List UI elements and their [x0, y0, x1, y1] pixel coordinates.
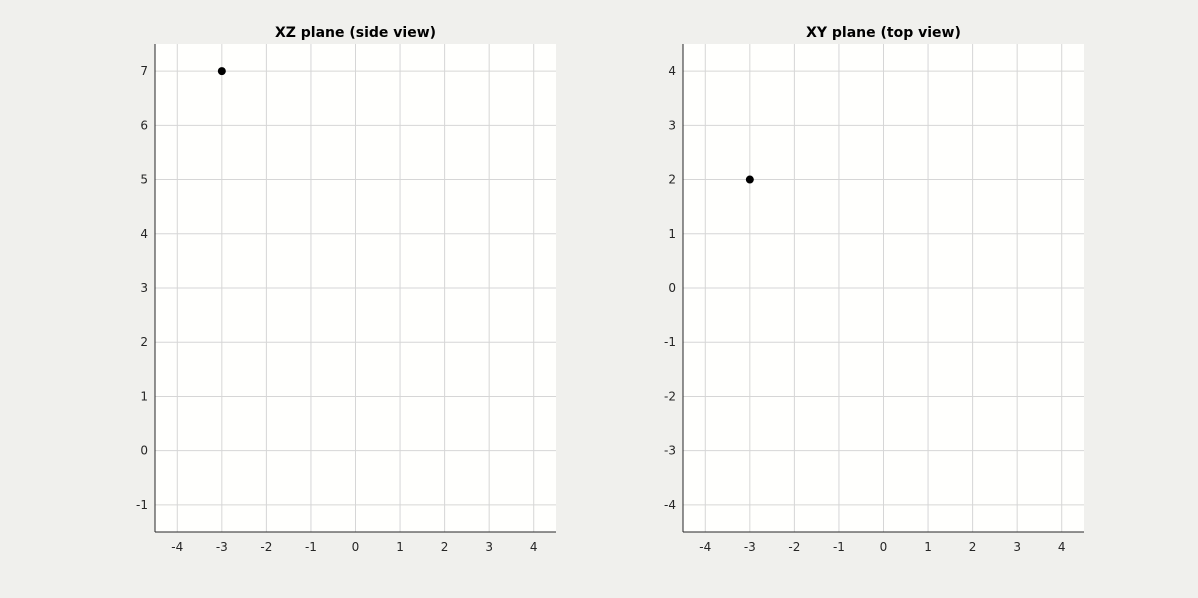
- y-tick-label-xz: 2: [140, 335, 148, 349]
- data-point-xz: [217, 67, 226, 76]
- y-tick-label-xz: 6: [140, 118, 148, 132]
- y-tick-label-xy: -2: [664, 389, 676, 403]
- data-points-xz: [217, 67, 226, 76]
- x-tick-labels-xy: -4 -3 -2 -1 0 1 2 3 4: [699, 540, 1065, 554]
- x-tick-label-xy: -4: [699, 540, 711, 554]
- x-tick-label-xz: -3: [216, 540, 228, 554]
- y-tick-label-xy: -1: [664, 335, 676, 349]
- xy-plane-chart: XY plane (top view) -4 -3 -2 -1 0 1 2 3 4 -4 -3 -2…: [664, 25, 1084, 554]
- x-tick-label-xy: 0: [880, 540, 888, 554]
- y-tick-label-xz: 5: [140, 173, 148, 187]
- x-tick-label-xz: 3: [485, 540, 493, 554]
- x-tick-label-xz: 0: [352, 540, 360, 554]
- x-tick-labels-xz: -4 -3 -2 -1 0 1 2 3 4: [171, 540, 537, 554]
- data-points-xy: [745, 175, 754, 184]
- x-tick-label-xy: 4: [1058, 540, 1066, 554]
- y-tick-labels-xz: -1 0 1 2 3 4 5 6 7: [136, 64, 148, 512]
- x-tick-label-xz: 4: [530, 540, 538, 554]
- x-tick-label-xy: -3: [744, 540, 756, 554]
- y-tick-label-xy: 1: [668, 227, 676, 241]
- x-tick-label-xy: -2: [788, 540, 800, 554]
- xz-plane-chart: XZ plane (side view) -4 -3 -2 -1 0 1 2 3 4 -1 0 1 2…: [136, 25, 556, 554]
- y-tick-label-xy: -3: [664, 444, 676, 458]
- y-tick-label-xz: 7: [140, 64, 148, 78]
- x-tick-label-xy: -1: [833, 540, 845, 554]
- chart-title-xz: XZ plane (side view): [275, 25, 436, 41]
- x-tick-label-xy: 1: [924, 540, 932, 554]
- chart-title-xy: XY plane (top view): [806, 25, 961, 41]
- y-tick-label-xz: 3: [140, 281, 148, 295]
- y-tick-label-xy: 2: [668, 173, 676, 187]
- y-tick-label-xy: 3: [668, 118, 676, 132]
- y-tick-label-xy: 0: [668, 281, 676, 295]
- y-tick-label-xy: 4: [668, 64, 676, 78]
- data-point-xy: [745, 175, 754, 184]
- y-tick-label-xy: -4: [664, 498, 676, 512]
- y-tick-label-xz: 1: [140, 389, 148, 403]
- x-tick-label-xy: 2: [969, 540, 977, 554]
- x-tick-label-xz: 1: [396, 540, 404, 554]
- x-tick-label-xz: -4: [171, 540, 183, 554]
- y-tick-labels-xy: -4 -3 -2 -1 0 1 2 3 4: [664, 64, 676, 512]
- y-tick-label-xz: 4: [140, 227, 148, 241]
- x-tick-label-xz: 2: [441, 540, 449, 554]
- x-tick-label-xz: -2: [260, 540, 272, 554]
- y-tick-label-xz: 0: [140, 444, 148, 458]
- x-tick-label-xz: -1: [305, 540, 317, 554]
- x-tick-label-xy: 3: [1013, 540, 1021, 554]
- y-tick-label-xz: -1: [136, 498, 148, 512]
